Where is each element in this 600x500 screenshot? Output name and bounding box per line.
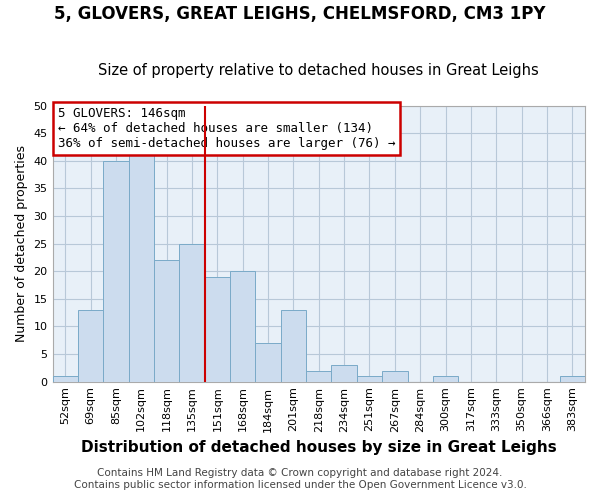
Title: Size of property relative to detached houses in Great Leighs: Size of property relative to detached ho… bbox=[98, 63, 539, 78]
Bar bbox=[230, 271, 256, 382]
Bar bbox=[433, 376, 458, 382]
Y-axis label: Number of detached properties: Number of detached properties bbox=[15, 145, 28, 342]
Bar bbox=[306, 370, 331, 382]
Bar bbox=[103, 161, 128, 382]
Bar bbox=[53, 376, 78, 382]
Bar bbox=[128, 150, 154, 382]
Bar bbox=[382, 370, 407, 382]
Bar bbox=[256, 343, 281, 382]
Bar bbox=[154, 260, 179, 382]
Bar bbox=[281, 310, 306, 382]
Bar bbox=[560, 376, 585, 382]
Text: Contains HM Land Registry data © Crown copyright and database right 2024.
Contai: Contains HM Land Registry data © Crown c… bbox=[74, 468, 526, 490]
Text: 5 GLOVERS: 146sqm
← 64% of detached houses are smaller (134)
36% of semi-detache: 5 GLOVERS: 146sqm ← 64% of detached hous… bbox=[58, 107, 395, 150]
Bar bbox=[357, 376, 382, 382]
Bar bbox=[331, 365, 357, 382]
Bar bbox=[78, 310, 103, 382]
X-axis label: Distribution of detached houses by size in Great Leighs: Distribution of detached houses by size … bbox=[81, 440, 557, 455]
Bar bbox=[205, 277, 230, 382]
Text: 5, GLOVERS, GREAT LEIGHS, CHELMSFORD, CM3 1PY: 5, GLOVERS, GREAT LEIGHS, CHELMSFORD, CM… bbox=[54, 5, 546, 23]
Bar bbox=[179, 244, 205, 382]
